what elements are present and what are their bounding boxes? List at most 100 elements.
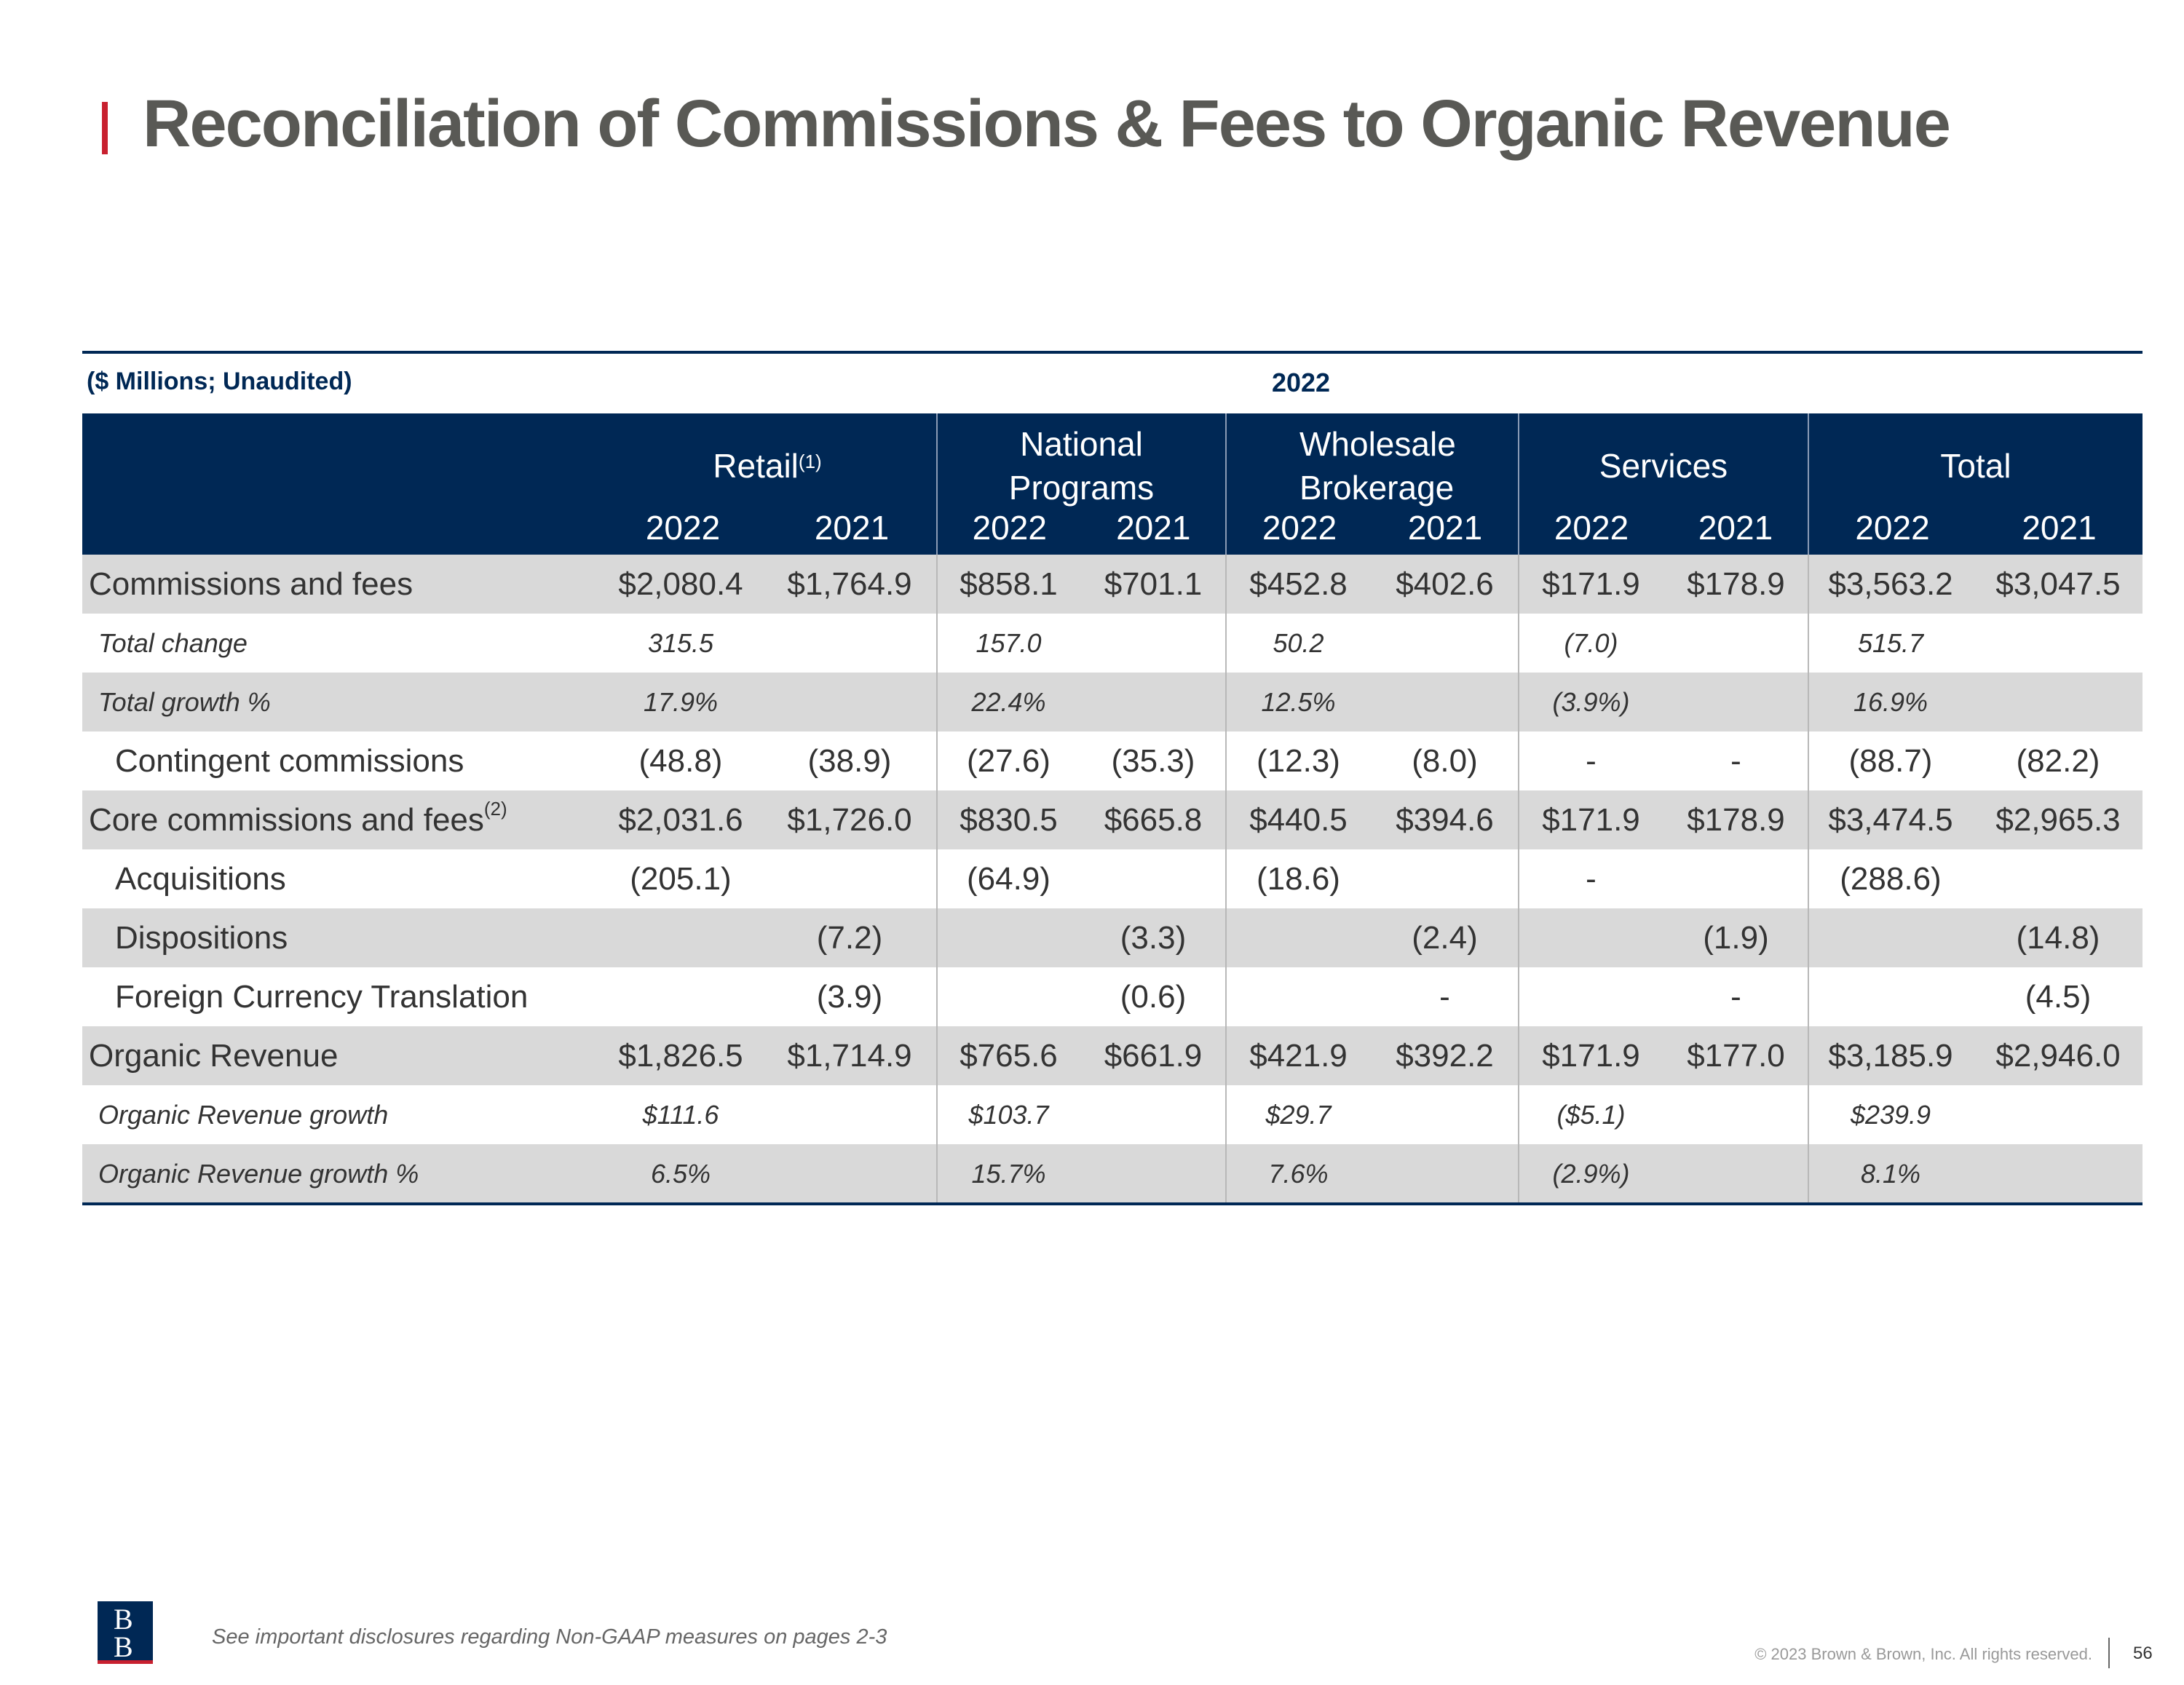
table-cell: (12.3) xyxy=(1257,743,1340,779)
table-cell xyxy=(763,849,936,908)
table-body: Commissions and fees $2,080.4 $1,764.9 $858… xyxy=(82,555,2143,1203)
row-label-text: Organic Revenue growth % xyxy=(98,1158,419,1189)
table-cell: (3.3) xyxy=(1120,920,1187,956)
row-label: Organic Revenue xyxy=(89,1038,338,1074)
table-cell: $1,714.9 xyxy=(787,1038,912,1074)
year-column-header: 2022 xyxy=(1855,509,1930,547)
table-cell: 315.5 xyxy=(647,628,714,658)
column-divider xyxy=(1518,790,1519,849)
row-label-text: Core commissions and fees xyxy=(89,801,484,838)
table-cell xyxy=(1974,1085,2143,1144)
table-cell: (35.3) xyxy=(1111,743,1195,779)
column-divider xyxy=(1808,790,1809,849)
page-title: Reconciliation of Commissions & Fees to … xyxy=(143,87,1951,161)
segment-name: National Programs xyxy=(938,422,1225,510)
table-row: Organic Revenue $1,826.5 $1,714.9 $765.6 $66… xyxy=(82,1026,2143,1085)
row-label: Total growth % xyxy=(98,687,271,718)
table-row: Foreign Currency Translation (3.9) (0.6) - -… xyxy=(82,967,2143,1026)
units-label: ($ Millions; Unaudited) xyxy=(87,368,352,395)
table-cell: (48.8) xyxy=(638,743,723,779)
column-divider xyxy=(1808,1085,1809,1144)
table-cell: - xyxy=(1730,979,1741,1015)
column-divider xyxy=(1225,790,1227,849)
table-cell: 22.4% xyxy=(971,687,1046,717)
table-cell: $665.8 xyxy=(1104,802,1203,838)
copyright: © 2023 Brown & Brown, Inc. All rights re… xyxy=(1754,1645,2092,1663)
table-cell: (3.9%) xyxy=(1552,687,1630,717)
table-row: Organic Revenue growth $111.6 $103.7 $29.7 (… xyxy=(82,1085,2143,1144)
table-cell xyxy=(1974,673,2143,732)
table-cell: $171.9 xyxy=(1542,802,1640,838)
table-cell xyxy=(1372,1144,1518,1203)
segment-label: Retail xyxy=(713,447,799,485)
table-cell: 7.6% xyxy=(1268,1159,1329,1189)
column-divider xyxy=(1808,1026,1809,1085)
table-cell xyxy=(1518,908,1664,967)
table-row: Organic Revenue growth % 6.5% 15.7% 7.6% (2.… xyxy=(82,1144,2143,1203)
table-cell xyxy=(1664,614,1808,673)
row-label: Total change xyxy=(98,628,248,659)
table-cell xyxy=(763,614,936,673)
segment-name: Wholesale Brokerage xyxy=(1227,422,1518,510)
table-cell xyxy=(1081,849,1225,908)
table-cell: 515.7 xyxy=(1857,628,1924,658)
segment-header-national-programs: National Programs 2022 2021 xyxy=(936,413,1225,555)
table-cell xyxy=(598,908,763,967)
table-cell xyxy=(763,673,936,732)
table-cell xyxy=(1974,1144,2143,1203)
column-divider xyxy=(1518,555,1519,614)
column-divider xyxy=(936,1026,938,1085)
column-divider xyxy=(1225,1026,1227,1085)
table-cell xyxy=(936,967,1081,1026)
table-cell: (14.8) xyxy=(2016,920,2100,956)
table-cell: (88.7) xyxy=(1848,743,1933,779)
table-cell: (4.5) xyxy=(2025,979,2092,1015)
table-cell: 8.1% xyxy=(1860,1159,1921,1189)
table-cell: 50.2 xyxy=(1273,628,1324,658)
year-column-header: 2022 xyxy=(645,509,721,547)
column-divider xyxy=(1808,967,1809,1026)
table-cell: - xyxy=(1439,979,1450,1015)
table-cell: (3.9) xyxy=(816,979,883,1015)
column-divider xyxy=(1518,1144,1519,1203)
page-number: 56 xyxy=(2133,1644,2153,1663)
column-divider xyxy=(1808,849,1809,908)
table-cell: (205.1) xyxy=(630,861,732,897)
column-divider xyxy=(1225,908,1227,967)
table-cell xyxy=(1974,849,2143,908)
table-cell xyxy=(1081,1085,1225,1144)
table-cell xyxy=(1372,1085,1518,1144)
table-cell xyxy=(1081,614,1225,673)
table-cell: $402.6 xyxy=(1396,566,1494,602)
row-label-text: Contingent commissions xyxy=(115,742,464,779)
table-cell xyxy=(1372,614,1518,673)
row-label-text: Foreign Currency Translation xyxy=(115,978,529,1015)
column-divider xyxy=(936,1085,938,1144)
year-heading: 2022 xyxy=(1271,368,1331,397)
table-cell: ($5.1) xyxy=(1556,1100,1626,1130)
table-top-rule xyxy=(82,351,2143,354)
year-column-header: 2022 xyxy=(1262,509,1337,547)
column-divider xyxy=(1518,614,1519,673)
table-cell: $111.6 xyxy=(642,1100,719,1130)
table-cell: $178.9 xyxy=(1687,566,1785,602)
row-label-text: Dispositions xyxy=(115,919,288,956)
table-cell: $2,080.4 xyxy=(618,566,743,602)
table-cell: (18.6) xyxy=(1257,861,1340,897)
table-cell: $239.9 xyxy=(1850,1100,1931,1130)
table-row: Total growth % 17.9% 22.4% 12.5% (3.9%) 16.9% xyxy=(82,673,2143,732)
segment-header-retail: Retail (1) 2022 2021 xyxy=(598,413,936,555)
segment-header-services: Services 2022 2021 xyxy=(1518,413,1808,555)
table-cell: $394.6 xyxy=(1396,802,1494,838)
table-cell: 17.9% xyxy=(643,687,719,717)
row-label: Contingent commissions xyxy=(115,743,464,780)
segment-label: National Programs xyxy=(1008,425,1155,507)
table-cell: $29.7 xyxy=(1265,1100,1332,1130)
table-cell xyxy=(598,967,763,1026)
table-cell: - xyxy=(1586,743,1597,779)
column-divider xyxy=(1225,555,1227,614)
table-cell: $177.0 xyxy=(1687,1038,1785,1074)
column-divider xyxy=(936,614,938,673)
table-cell xyxy=(1372,673,1518,732)
